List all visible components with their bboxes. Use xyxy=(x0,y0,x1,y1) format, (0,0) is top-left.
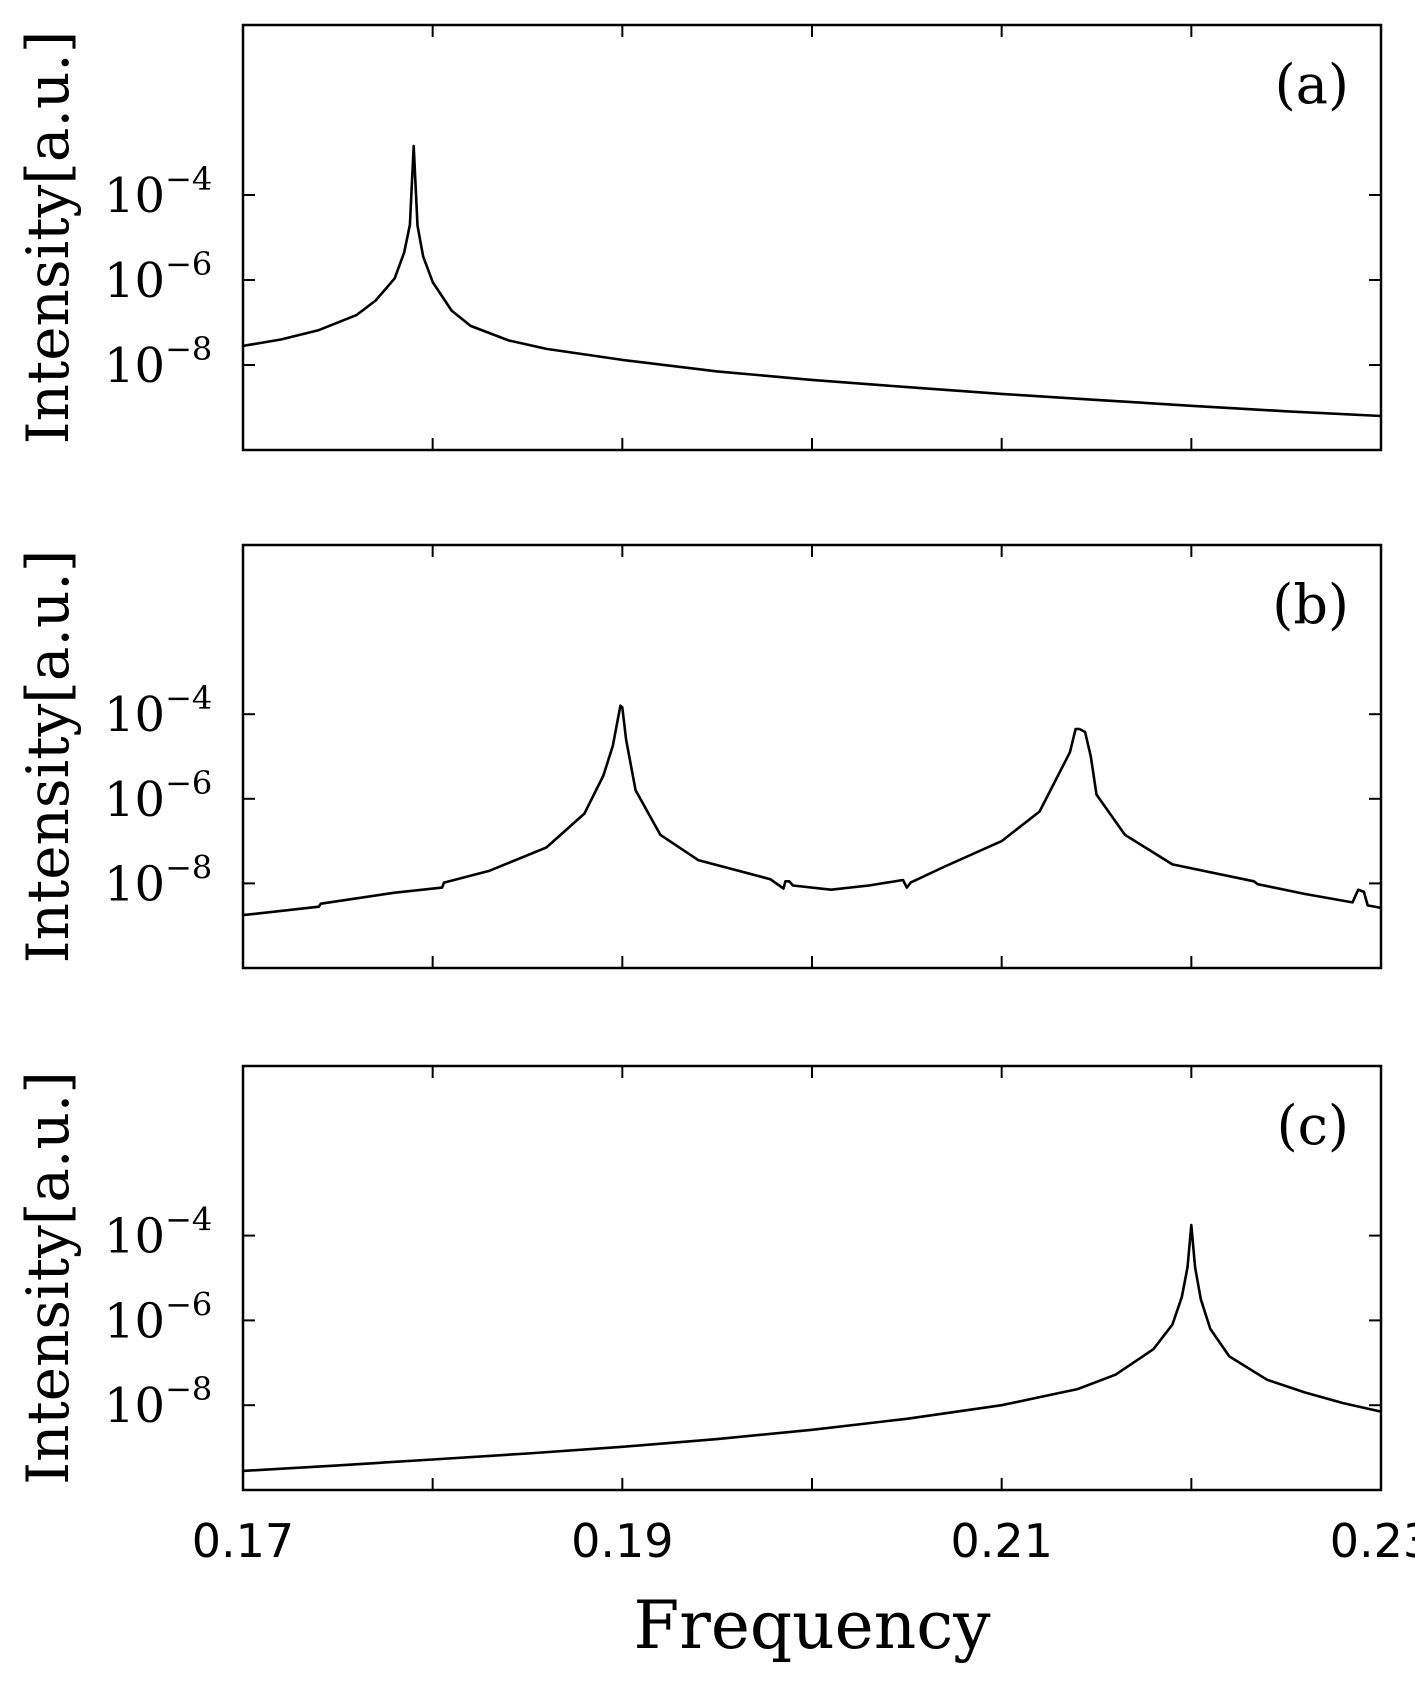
y-tick-label: 10−6 xyxy=(104,1285,212,1349)
y-axis-label: Intensity[a.u.] xyxy=(14,31,82,445)
panel-label: (a) xyxy=(1275,53,1349,116)
x-axis-label: Frequency xyxy=(634,1587,992,1664)
panel-c: 10−4 10−6 10−8 Intensity[a.u.] (c) 0.17 0.19 0.… xyxy=(14,1064,1415,1568)
plot-frame xyxy=(241,23,1383,452)
panel-b: 10−4 10−6 10−8 Intensity[a.u.] (b) xyxy=(14,543,1383,970)
y-tick-label: 10−4 xyxy=(104,160,212,224)
panel-a: 10−4 10−6 10−8 Intensity[a.u.] (a) xyxy=(14,23,1383,452)
series-line xyxy=(242,704,1382,917)
y-tick-label: 10−6 xyxy=(104,245,212,309)
y-tick-label: 10−8 xyxy=(104,848,212,912)
y-tick-label: 10−6 xyxy=(104,764,212,828)
series-line xyxy=(242,1223,1382,1473)
x-tick-label: 0.23 xyxy=(1330,1514,1415,1568)
x-tick-label: 0.21 xyxy=(950,1514,1052,1568)
panel-label: (c) xyxy=(1277,1094,1349,1157)
plot-frame xyxy=(241,543,1383,970)
y-tick-label: 10−4 xyxy=(104,1201,212,1265)
y-axis-label: Intensity[a.u.] xyxy=(14,1071,82,1485)
y-tick-label: 10−8 xyxy=(104,330,212,394)
plot-frame xyxy=(241,1064,1383,1492)
x-tick-label: 0.19 xyxy=(571,1514,673,1568)
y-tick-label: 10−8 xyxy=(104,1370,212,1434)
x-tick-label: 0.17 xyxy=(192,1514,294,1568)
y-axis-label: Intensity[a.u.] xyxy=(14,550,82,964)
series-line xyxy=(242,144,1382,418)
y-tick-label: 10−4 xyxy=(104,679,212,743)
panel-label: (b) xyxy=(1272,573,1349,636)
